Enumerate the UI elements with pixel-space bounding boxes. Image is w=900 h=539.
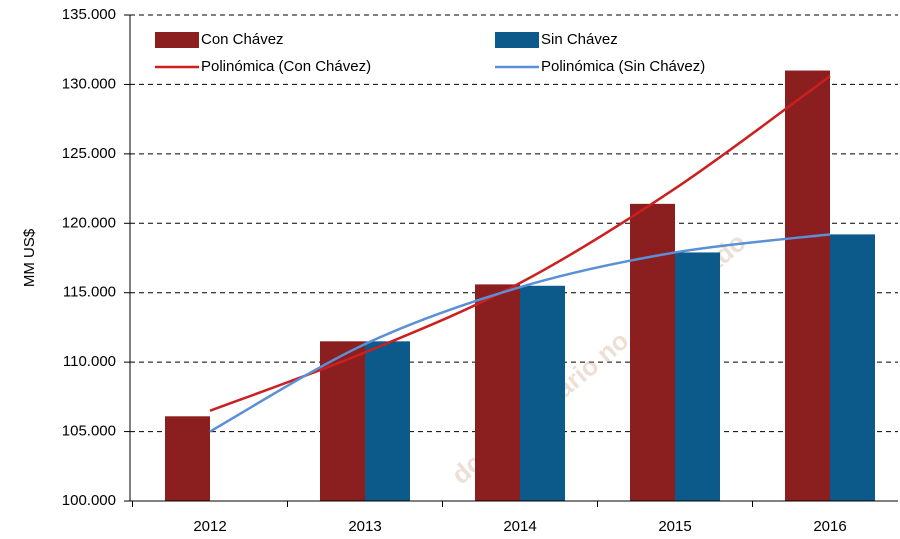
bar	[785, 70, 830, 502]
y-tick-label: 105.000	[62, 423, 116, 440]
bar	[320, 341, 365, 501]
bar	[675, 252, 720, 501]
bar	[520, 285, 565, 501]
legend-swatch	[495, 32, 539, 48]
x-tick-label: 2015	[658, 518, 691, 535]
legend-swatch	[155, 32, 199, 48]
y-tick-label: 110.000	[63, 353, 116, 370]
y-tick-label: 125.000	[62, 145, 116, 162]
bar	[830, 234, 875, 501]
x-tick-label: 2014	[503, 518, 536, 535]
legend-label: Polinómica (Sin Chávez)	[541, 58, 705, 75]
bar	[475, 284, 520, 501]
legend-label: Sin Chávez	[541, 31, 618, 48]
legend-label: Con Chávez	[201, 31, 284, 48]
y-axis-label: MM US$	[21, 228, 38, 287]
bar	[165, 416, 210, 501]
y-tick-label: 135.000	[62, 6, 116, 23]
y-tick-label: 130.000	[62, 75, 116, 92]
y-tick-label: 100.000	[62, 492, 116, 509]
y-tick-label: 120.000	[62, 214, 116, 231]
x-tick-label: 2012	[193, 518, 226, 535]
bar	[365, 341, 410, 501]
y-tick-label: 115.000	[63, 284, 116, 301]
trend-line	[209, 233, 831, 433]
x-tick-label: 2013	[348, 518, 381, 535]
x-tick-label: 2016	[813, 518, 846, 535]
bar	[630, 203, 675, 502]
legend-label: Polinómica (Con Chávez)	[201, 58, 371, 75]
trend-line	[209, 75, 831, 412]
